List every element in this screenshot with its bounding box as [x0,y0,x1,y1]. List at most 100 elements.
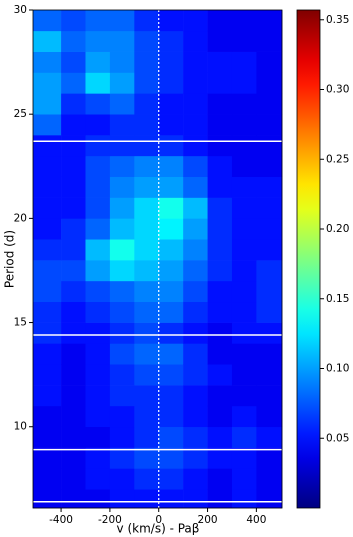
heat-cell [109,218,135,240]
heat-cell [61,197,86,219]
x-axis-label: v (km/s) - Paβ [117,522,200,536]
heat-cell [61,489,86,509]
heat-cell [207,51,233,73]
heat-cell [61,239,86,261]
heat-cell [134,239,160,261]
heat-cell [207,93,233,115]
heat-cell [85,93,111,115]
heat-cell [85,51,111,73]
heat-cell [256,10,283,32]
heat-cell [158,30,184,52]
heat-cell [61,260,86,282]
heat-cell [256,280,283,303]
heat-cell [158,155,184,177]
heat-cell [109,405,135,428]
heat-cell [207,468,233,490]
heat-cell [134,155,160,177]
heat-cell [134,114,160,136]
heat-cell [158,343,184,365]
heat-cell [231,426,257,448]
heat-cell [85,72,111,94]
x-tick-label: 0 [155,514,162,526]
heat-cell [158,489,184,509]
heat-cell [231,72,257,94]
heat-cell [85,385,111,407]
heat-cell [183,51,208,73]
heat-cell [33,218,62,240]
heat-cell [158,385,184,407]
heat-cell [134,218,160,240]
colorbar-tick-label: 0.30 [326,84,349,96]
heat-cell [61,10,86,32]
heat-cell [33,301,62,323]
heat-cell [61,30,86,52]
heat-cell [158,280,184,303]
heat-cell [183,489,208,509]
heat-cell [231,343,257,365]
heat-cell [183,10,208,32]
y-tick-label: 20 [14,212,27,224]
heat-cell [85,447,111,469]
heat-cell [85,30,111,52]
heat-cell [207,218,233,240]
heat-cell [85,280,111,303]
heat-cell [33,176,62,198]
heat-cell [183,322,208,344]
heat-cell [158,447,184,469]
heat-cell [256,260,283,282]
heat-cell [256,301,283,323]
heat-cell [207,114,233,136]
heat-cell [85,197,111,219]
heat-cell [207,30,233,52]
heat-cell [256,426,283,448]
heat-cell [61,51,86,73]
heat-cell [33,93,62,115]
heat-cell [231,239,257,261]
heat-cell [256,176,283,198]
heat-cell [231,51,257,73]
heat-cell [134,468,160,490]
heat-cell [158,10,184,32]
colorbar-tick-label: 0.15 [326,293,349,305]
heat-cell [109,489,135,509]
heat-cell [33,30,62,52]
heat-cell [158,322,184,344]
heat-cell [183,197,208,219]
heat-cell [183,447,208,469]
heat-cell [109,10,135,32]
heat-cell [231,301,257,323]
heat-cell [231,176,257,198]
heat-cell [109,176,135,198]
heat-cell [33,260,62,282]
heat-cell [207,197,233,219]
heat-cell [231,197,257,219]
heat-cell [183,364,208,386]
heat-cell [33,364,62,386]
heat-cell [231,114,257,136]
heat-cell [33,197,62,219]
plot-frame [32,9,283,509]
heat-cell [61,468,86,490]
heat-cell [85,301,111,323]
heat-cell [134,343,160,365]
heat-cell [231,155,257,177]
heat-cell [134,322,160,344]
heat-cell [134,93,160,115]
heat-cell [183,114,208,136]
heat-cell [85,10,111,32]
heat-cell [207,489,233,509]
heat-cell [256,239,283,261]
heat-cell [134,364,160,386]
heat-cell [109,114,135,136]
heat-cell [158,51,184,73]
heat-cell [134,426,160,448]
heat-cell [183,343,208,365]
heat-cell [134,135,160,157]
heat-cell [183,93,208,115]
heat-cell [85,364,111,386]
x-tick-label: 200 [198,514,218,526]
heat-cell [183,218,208,240]
heat-cell [231,364,257,386]
x-tick-label: 400 [246,514,266,526]
